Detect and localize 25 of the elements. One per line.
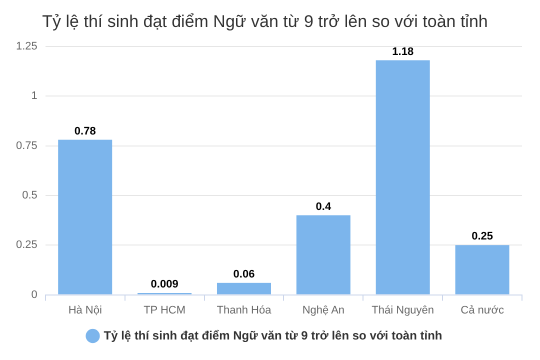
y-tick-label: 0.5 [22,189,38,202]
y-tick-label: 0.25 [16,239,38,252]
x-tick-label: TP HCM [144,304,186,316]
bar [455,245,510,294]
data-label: 0.4 [316,200,332,213]
y-tick-label: 1 [31,90,38,102]
bar [216,282,271,294]
chart-title: Tỷ lệ thí sinh đạt điểm Ngữ văn từ 9 trở lên so với toàn tỉnh [42,12,488,31]
x-tick-label: Thái Nguyên [372,304,434,316]
y-tick-label: 0.75 [16,140,38,152]
bar [376,60,430,294]
x-tick-label: Cả nước [460,304,504,316]
data-label: 0.78 [74,125,96,138]
data-label: 0.009 [150,278,178,291]
x-tick-label: Thanh Hóa [216,304,272,316]
bar [58,140,112,294]
y-tick-label: 0 [31,288,38,301]
legend-label: Tỷ lệ thí sinh đạt điểm Ngữ văn từ 9 trở lên so với toàn tỉnh [104,328,442,342]
bar [296,215,350,294]
data-label: 0.25 [472,230,493,243]
y-tick-label: 1.25 [16,40,38,52]
x-tick-label: Nghệ An [302,304,345,316]
data-label: 1.18 [392,46,414,58]
x-tick-label: Hà Nội [68,304,102,316]
data-label: 0.06 [233,268,255,280]
